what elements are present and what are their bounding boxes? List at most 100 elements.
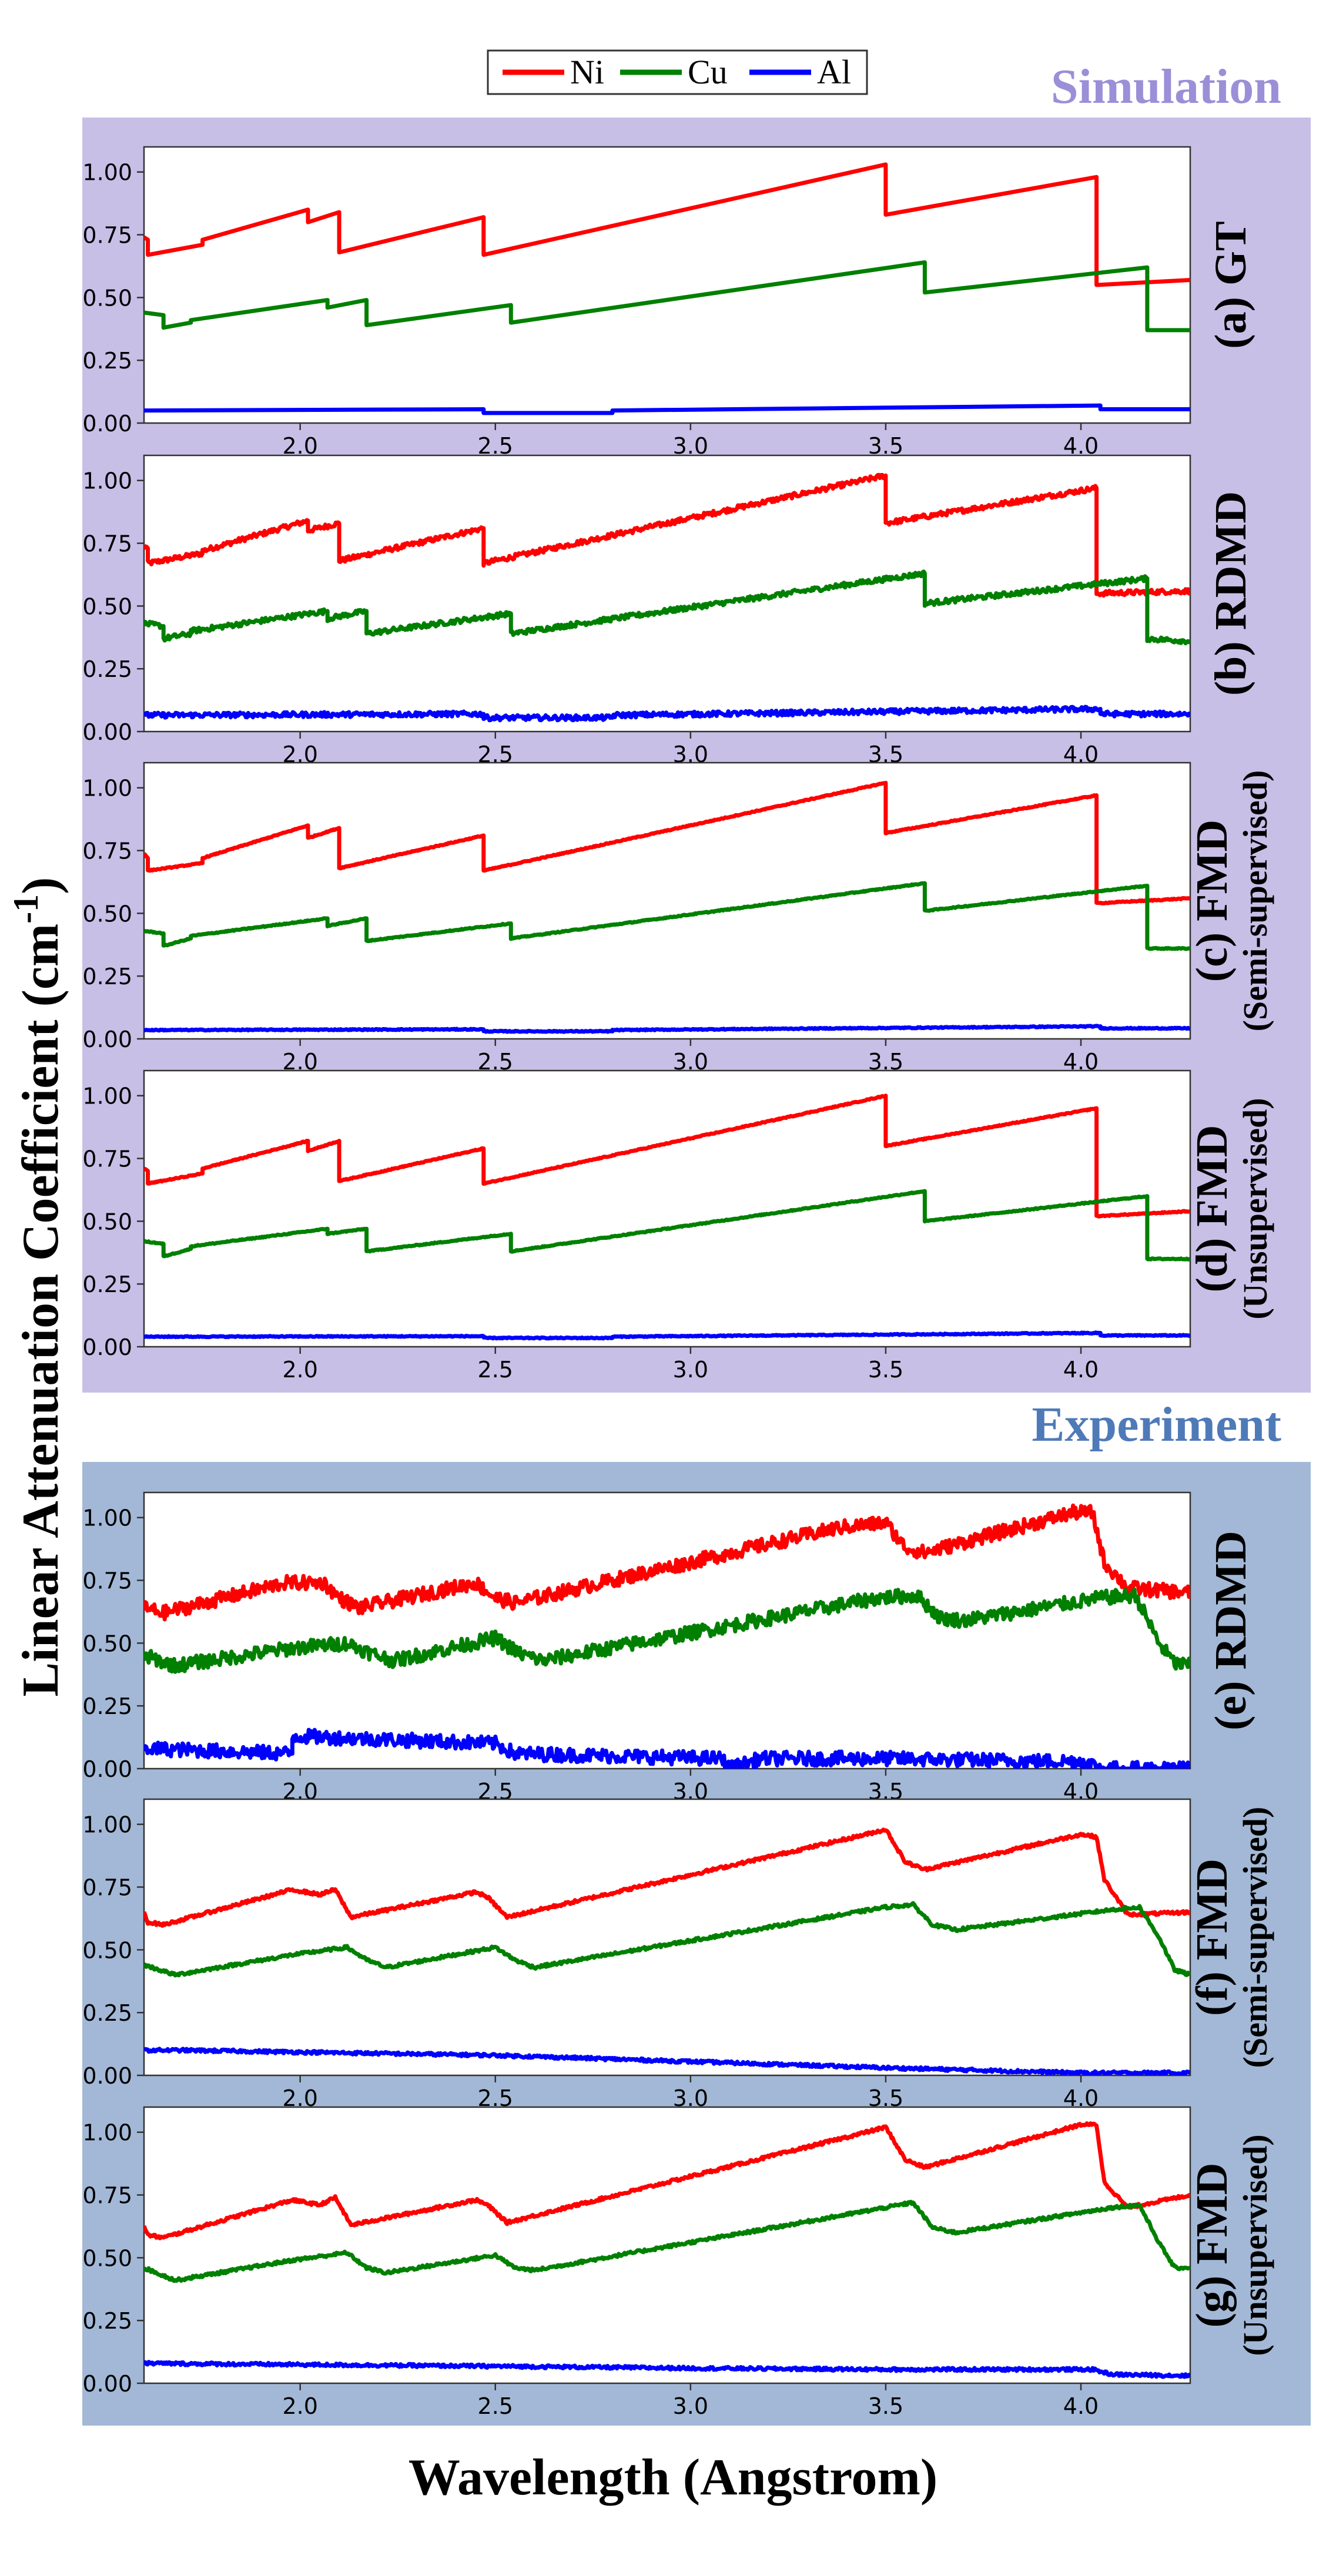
series-group	[144, 472, 1190, 723]
panel-7: 0.00 0.25 0.50 0.75 1.00 2.0 2.5 3.0 3.5 4.0 (g) F…	[82, 2106, 1274, 2419]
y-axis-title-main: Linear Attenuation Coefficient (cm	[12, 924, 69, 1697]
y-tick-label: 0.25	[82, 348, 132, 374]
panel-6: 0.000.250.500.751.002.0 2.5 3.0 3.5 4.0(f) F…	[82, 1798, 1274, 2111]
series-group	[144, 780, 1190, 1034]
y-tick-label: 0.00	[82, 2371, 132, 2397]
panel-sublabel: (Unsupervised)	[1236, 2134, 1274, 2356]
x-tick-label: 2.5	[478, 433, 513, 459]
series-line-ni	[144, 1827, 1190, 1928]
y-tick-label: 0.75	[82, 1568, 132, 1594]
series-group	[144, 1503, 1190, 1769]
panel-5: 0.000.250.500.751.002.0 2.5 3.0 3.5 4.0(e) R…	[82, 1491, 1255, 1804]
y-axis-title-close: )	[12, 877, 69, 894]
x-tick-label: 3.5	[868, 433, 903, 459]
panel-sublabel: (Unsupervised)	[1236, 1098, 1274, 1319]
x-tick-label: 3.5	[868, 1357, 903, 1383]
series-line-al	[144, 1024, 1190, 1034]
panel-label: (g) FMD	[1187, 2163, 1237, 2328]
y-tick-label: 0.50	[82, 1937, 132, 1963]
panel-3: 0.000.250.500.751.002.0 2.5 3.0 3.5 4.0(c) F…	[82, 762, 1274, 1075]
legend-label-cu: Cu	[688, 53, 728, 91]
x-tick-label: 4.0	[1063, 433, 1099, 459]
x-tick-label: 4.0	[1063, 1357, 1099, 1383]
x-tick-label: 4.0	[1063, 2393, 1099, 2419]
panels: 0.00 0.25 0.50 0.75 1.00 2.0 2.5 3.0 3.5 4.0 (a) G…	[82, 146, 1274, 2419]
y-tick-label: 0.25	[82, 656, 132, 682]
panel-4: 0.00 0.25 0.50 0.75 1.00 2.0 2.5 3.0 3.5 4.0 (d) F…	[82, 1069, 1274, 1383]
y-tick-label: 0.50	[82, 2245, 132, 2271]
y-tick-label: 1.00	[82, 1505, 132, 1531]
series-group	[144, 162, 1190, 415]
y-tick-label: 0.00	[82, 719, 132, 745]
y-tick-label: 0.75	[82, 838, 132, 864]
y-tick-label: 1.00	[82, 1812, 132, 1838]
y-tick-label: 0.50	[82, 593, 132, 619]
x-tick-label: 2.5	[478, 2393, 513, 2419]
panel-1: 0.00 0.25 0.50 0.75 1.00 2.0 2.5 3.0 3.5 4.0 (a) G…	[82, 146, 1255, 459]
panel-2: 0.000.250.500.751.002.0 2.5 3.0 3.5 4.0(b) R…	[82, 454, 1255, 767]
series-line-cu	[144, 881, 1190, 951]
y-tick-label: 0.00	[82, 411, 132, 437]
panel-sublabel: (Semi-supervised)	[1236, 770, 1274, 1032]
legend-label-ni: Ni	[570, 53, 604, 91]
series-line-ni	[144, 780, 1190, 905]
panel-label: (c) FMD	[1187, 820, 1237, 982]
panel-sublabel: (Semi-supervised)	[1236, 1807, 1274, 2068]
series-line-cu	[144, 569, 1190, 646]
x-tick-label: 2.0	[282, 1357, 317, 1383]
y-tick-label: 0.75	[82, 2183, 132, 2209]
series-line-cu	[144, 1901, 1190, 1978]
x-tick-label: 3.0	[673, 433, 708, 459]
series-line-ni	[144, 1503, 1190, 1622]
x-tick-label: 2.0	[282, 2393, 317, 2419]
series-group	[144, 2121, 1190, 2379]
y-tick-label: 0.75	[82, 1146, 132, 1172]
panel-label: (f) FMD	[1187, 1859, 1237, 2016]
legend: Ni Cu Al	[487, 49, 868, 95]
series-line-ni	[144, 472, 1190, 598]
series-line-al	[144, 1330, 1190, 1341]
series-line-ni	[144, 2121, 1190, 2240]
panel-label: (a) GT	[1206, 221, 1255, 348]
series-line-al	[144, 403, 1190, 415]
y-tick-label: 0.25	[82, 1272, 132, 1297]
plot-area	[143, 1798, 1191, 2077]
y-tick-label: 0.25	[82, 2308, 132, 2334]
y-tick-label: 0.75	[82, 1875, 132, 1901]
series-line-ni	[144, 1094, 1190, 1219]
y-tick-label: 0.00	[82, 2063, 132, 2089]
y-tick-label: 0.00	[82, 1027, 132, 1052]
series-line-ni	[144, 162, 1190, 287]
panel-label: (e) RDMD	[1206, 1531, 1255, 1730]
y-tick-label: 0.25	[82, 2000, 132, 2026]
plot-area	[143, 1069, 1191, 1348]
x-tick-label: 3.5	[868, 2393, 903, 2419]
y-tick-label: 0.25	[82, 1693, 132, 1719]
x-tick-label: 3.0	[673, 2393, 708, 2419]
x-axis-title: Wavelength (Angstrom)	[408, 2449, 937, 2506]
y-tick-label: 0.00	[82, 1334, 132, 1360]
series-line-al	[144, 705, 1190, 723]
series-line-cu	[144, 1189, 1190, 1262]
series-line-cu	[144, 260, 1190, 333]
y-tick-label: 1.00	[82, 160, 132, 186]
series-line-al	[144, 2360, 1190, 2379]
y-tick-label: 1.00	[82, 468, 132, 494]
y-axis-title-sup: -1	[6, 894, 45, 924]
series-group	[144, 1827, 1190, 2075]
x-tick-label: 2.0	[282, 433, 317, 459]
y-tick-label: 0.75	[82, 531, 132, 557]
panel-label: (b) RDMD	[1206, 491, 1255, 696]
panel-label: (d) FMD	[1187, 1125, 1237, 1293]
simulation-title: Simulation	[1051, 59, 1281, 114]
y-tick-label: 1.00	[82, 1084, 132, 1109]
series-line-cu	[144, 2199, 1190, 2283]
y-tick-label: 0.25	[82, 964, 132, 990]
series-line-cu	[144, 1587, 1190, 1674]
y-tick-label: 1.00	[82, 2120, 132, 2146]
series-line-al	[144, 1728, 1190, 1769]
x-tick-label: 3.0	[673, 1357, 708, 1383]
y-tick-label: 0.75	[82, 223, 132, 249]
x-tick-label: 2.5	[478, 1357, 513, 1383]
